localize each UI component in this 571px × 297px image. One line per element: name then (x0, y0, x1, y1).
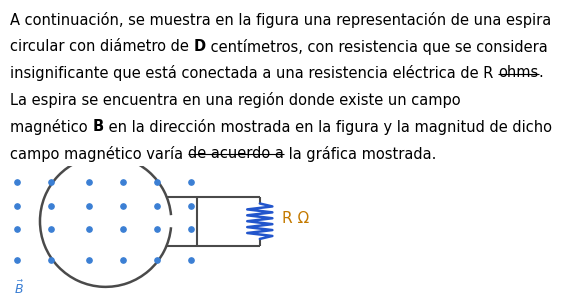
Text: .: . (538, 65, 543, 80)
Text: La espira se encuentra en una región donde existe un campo: La espira se encuentra en una región don… (10, 92, 461, 108)
Text: $\vec{B}$: $\vec{B}$ (14, 280, 24, 297)
Text: ohms: ohms (498, 65, 538, 80)
Text: D: D (194, 39, 206, 54)
Text: R Ω: R Ω (282, 211, 309, 226)
Text: en la dirección mostrada en la figura y la magnitud de dicho: en la dirección mostrada en la figura y … (104, 119, 552, 135)
Text: campo magnético varía: campo magnético varía (10, 146, 188, 162)
Text: B: B (93, 119, 104, 134)
Text: circular con diámetro de: circular con diámetro de (10, 39, 194, 54)
Text: de acuerdo a: de acuerdo a (188, 146, 284, 161)
Text: magnético: magnético (10, 119, 93, 135)
Text: la gráfica mostrada.: la gráfica mostrada. (284, 146, 436, 162)
Text: insignificante que está conectada a una resistencia eléctrica de R: insignificante que está conectada a una … (10, 65, 498, 81)
Text: A continuación, se muestra en la figura una representación de una espira: A continuación, se muestra en la figura … (10, 12, 552, 28)
Text: centímetros, con resistencia que se considera: centímetros, con resistencia que se cons… (206, 39, 548, 55)
